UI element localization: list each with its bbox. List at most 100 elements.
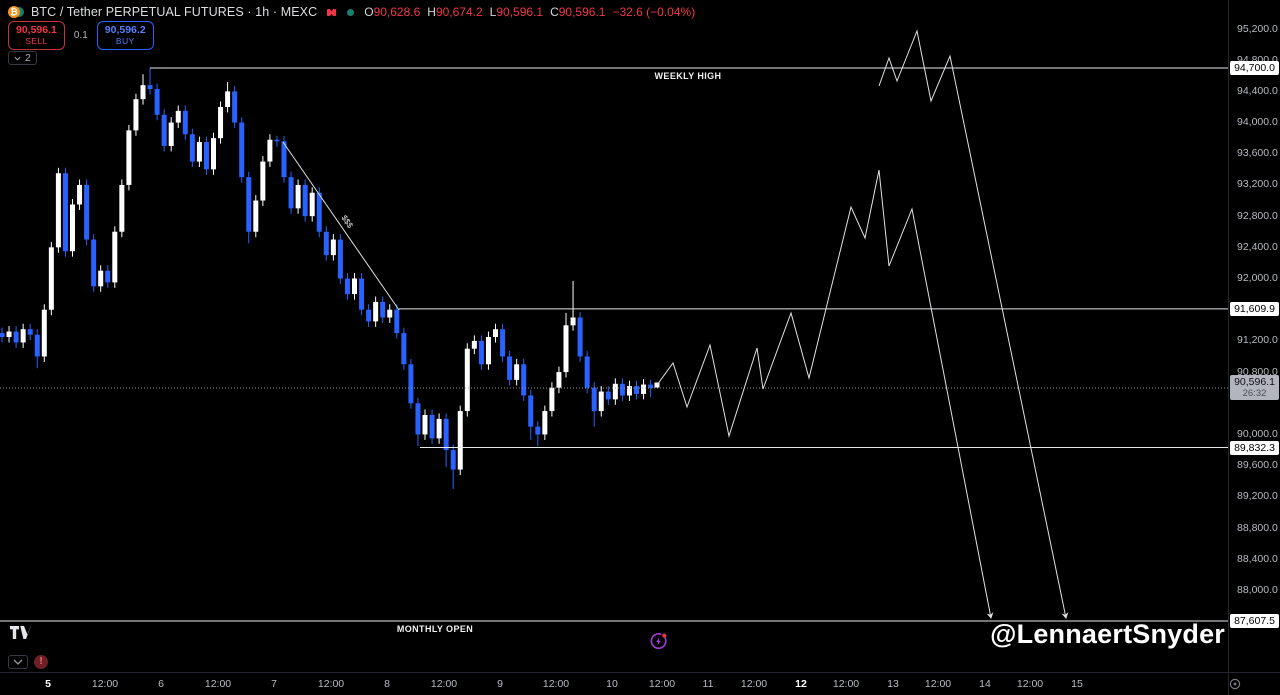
candle-body	[387, 309, 393, 318]
time-tick-label: 12:00	[91, 678, 119, 690]
time-tick-label: 6	[158, 678, 164, 690]
bar-countdown: 26:32	[1242, 387, 1267, 399]
time-axis[interactable]: 5 12:00 6 12:00 7 12:00 8 12:00 9 12:00 10 12:00 11 1…	[0, 672, 1228, 695]
sell-button[interactable]: 90,596.1 SELL	[8, 21, 65, 50]
buy-price: 90,596.2	[104, 24, 146, 36]
candle-body	[528, 395, 534, 427]
candle-body	[570, 317, 576, 326]
axis-settings-icon[interactable]	[1229, 678, 1241, 690]
time-tick-label: 13	[887, 678, 899, 690]
pane-collapse-button[interactable]	[8, 655, 28, 669]
time-tick-label: 12:00	[430, 678, 458, 690]
candle-body	[239, 122, 245, 178]
candle-body	[556, 372, 562, 388]
candle-body	[521, 364, 527, 396]
candle-body	[514, 364, 520, 380]
candle-body	[225, 91, 231, 107]
legend: ₿ BTC / Tether PERPETUAL FUTURES · 1h · …	[8, 4, 695, 20]
chevron-down-icon	[13, 659, 23, 665]
time-tick-label: 14	[979, 678, 991, 690]
candle-body	[189, 134, 195, 162]
candle-body	[126, 130, 132, 185]
time-tick-label: 12:00	[1016, 678, 1044, 690]
price-tick-label: 88,800.0	[1237, 521, 1278, 534]
flash-boost-icon[interactable]	[649, 632, 668, 651]
current-price-value: 90,596.1	[1234, 375, 1275, 388]
market-status-icon[interactable]	[347, 8, 355, 16]
candle-body	[246, 177, 252, 232]
candle-body	[295, 184, 301, 209]
price-tick-label: 95,200.0	[1237, 22, 1278, 35]
symbol-title[interactable]: BTC / Tether PERPETUAL FUTURES · 1h · ME…	[31, 5, 318, 19]
candle-body	[591, 387, 597, 412]
candle-body	[598, 391, 604, 412]
candle-body	[549, 387, 555, 412]
time-tick-label: 12	[795, 678, 807, 690]
candle-body	[478, 340, 484, 365]
trade-panel: 90,596.1 SELL 0.1 90,596.2 BUY	[8, 21, 154, 50]
change-value: −32.6 (−0.04%)	[612, 5, 696, 19]
candle-body	[154, 89, 160, 115]
candle-body	[34, 334, 40, 357]
candle-body	[457, 411, 463, 470]
time-tick-label: 12:00	[317, 678, 345, 690]
price-tick-label: 93,200.0	[1237, 178, 1278, 191]
alert-warning-icon[interactable]: !	[34, 655, 48, 669]
candle-body	[500, 329, 506, 357]
candle-body	[70, 204, 75, 252]
price-tick-label: 93,600.0	[1237, 147, 1278, 160]
candle-body	[380, 301, 386, 318]
trendline	[282, 141, 400, 311]
candle-body	[147, 85, 153, 90]
candle-body	[0, 333, 5, 337]
candle-body	[408, 364, 414, 404]
candle-body	[112, 231, 118, 283]
candle-body	[436, 418, 442, 439]
level-label: WEEKLY HIGH	[655, 71, 722, 81]
candle-body	[612, 383, 618, 400]
candle-body	[330, 239, 336, 256]
candle-body	[542, 411, 548, 435]
tradingview-logo[interactable]	[10, 626, 31, 644]
candle-body	[105, 270, 111, 283]
candle-body	[48, 247, 54, 310]
candle-body	[450, 450, 456, 470]
quantity-field[interactable]: 0.1	[73, 30, 88, 41]
candle-body	[485, 336, 491, 365]
candle-body	[366, 309, 372, 322]
candle-body	[232, 91, 238, 123]
candle-body	[584, 356, 590, 388]
candle-body	[84, 184, 90, 240]
candle-body	[77, 184, 83, 205]
indicators-count: 2	[25, 52, 31, 64]
candle-body	[464, 348, 470, 412]
time-tick-label: 12:00	[204, 678, 232, 690]
candle-body	[401, 333, 407, 365]
projection-path	[878, 29, 1069, 619]
buy-button[interactable]: 90,596.2 BUY	[96, 21, 154, 50]
candle-body	[91, 239, 97, 287]
price-tick-label: 90,800.0	[1237, 365, 1278, 378]
watermark: @LennaertSnyder	[990, 619, 1225, 649]
price-tick-label: 94,800.0	[1237, 53, 1278, 66]
candle-body	[218, 106, 224, 139]
price-tick-label: 92,400.0	[1237, 240, 1278, 253]
time-tick-label: 7	[271, 678, 277, 690]
price-tick-label: 92,000.0	[1237, 272, 1278, 285]
indicators-toggle[interactable]: 2	[8, 51, 37, 65]
price-axis[interactable]: 95,200.0 94,800.0 94,400.0 94,000.0 93,600.0…	[1228, 0, 1280, 672]
candle-body	[302, 184, 308, 217]
candle-body	[626, 386, 632, 396]
candle-body	[98, 270, 104, 287]
candle-body	[267, 139, 273, 162]
candle-body	[288, 177, 294, 209]
candle-body	[352, 278, 357, 295]
pair-logo-icon: ₿	[8, 6, 25, 18]
axis-corner[interactable]	[1228, 672, 1280, 695]
candle-body	[619, 383, 625, 396]
candle-body	[577, 317, 583, 357]
candle-body	[563, 325, 569, 373]
time-tick-label: 12:00	[832, 678, 860, 690]
chart-canvas[interactable]: WEEKLY HIGH MONTHLY OPEN $$$	[0, 0, 1228, 672]
